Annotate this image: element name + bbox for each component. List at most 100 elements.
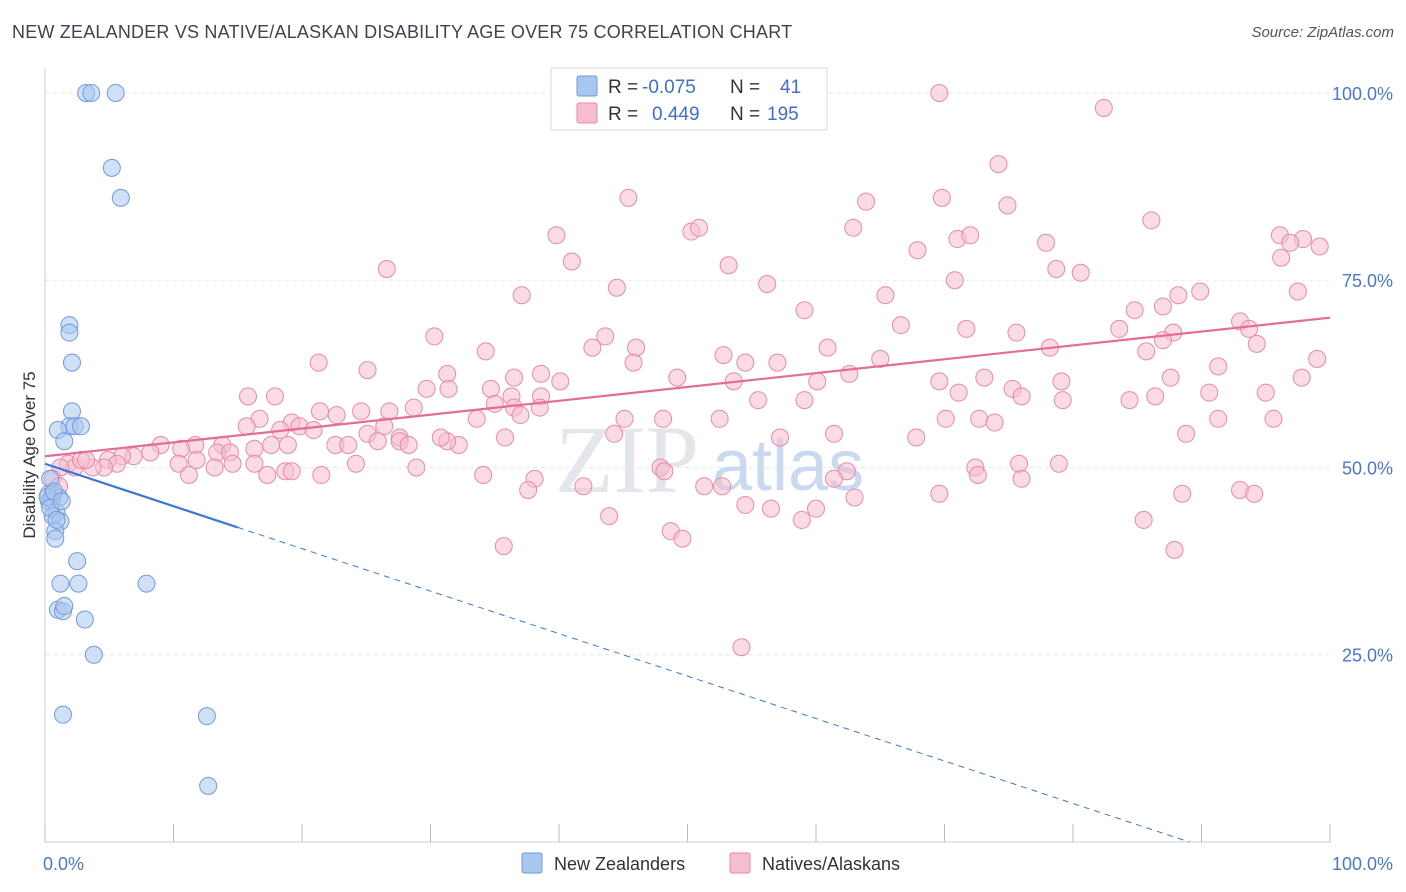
y-tick-label: 25.0% (1342, 646, 1393, 666)
point-new-zealanders (52, 492, 71, 511)
point-natives-alaskans (795, 301, 814, 320)
point-natives-alaskans (187, 451, 206, 469)
point-natives-alaskans (1165, 540, 1184, 559)
point-natives-alaskans (749, 391, 768, 410)
point-natives-alaskans (957, 319, 976, 338)
point-natives-alaskans (169, 454, 188, 473)
point-natives-alaskans (1281, 233, 1300, 252)
point-new-zealanders (68, 552, 87, 571)
point-natives-alaskans (377, 260, 396, 278)
legend-r-label: R = (608, 77, 638, 98)
tick-labels: 25.0% 50.0% 75.0% 100.0% 0.0% 100.0% (43, 84, 1393, 874)
point-natives-alaskans (547, 226, 566, 245)
point-natives-alaskans (655, 462, 674, 481)
point-natives-alaskans (627, 338, 646, 357)
point-new-zealanders (71, 417, 90, 436)
point-natives-alaskans (713, 477, 732, 496)
legend-n-label: N = (730, 104, 760, 125)
point-natives-alaskans (1049, 454, 1068, 473)
point-natives-alaskans (1137, 342, 1156, 361)
bottom-legend: New Zealanders Natives/Alaskans (521, 852, 900, 874)
point-natives-alaskans (1134, 510, 1153, 529)
point-natives-alaskans (1256, 383, 1275, 402)
point-natives-alaskans (309, 353, 328, 372)
data-points (38, 83, 1329, 795)
point-natives-alaskans (824, 424, 843, 443)
point-natives-alaskans (907, 428, 926, 447)
point-natives-alaskans (968, 465, 987, 484)
point-natives-alaskans (574, 477, 593, 496)
point-natives-alaskans (1272, 248, 1291, 267)
bottom-legend-label-natives-alaskans: Natives/Alaskans (762, 854, 900, 874)
point-natives-alaskans (808, 372, 827, 391)
trend-lines (44, 316, 1331, 843)
point-natives-alaskans (949, 383, 968, 402)
point-natives-alaskans (179, 465, 198, 484)
trend-line-new-zealanders (44, 462, 239, 529)
legend-r-value: -0.075 (642, 77, 696, 98)
point-natives-alaskans (845, 488, 864, 507)
bottom-legend-swatch-new-zealanders (521, 852, 543, 874)
point-natives-alaskans (695, 477, 714, 496)
point-natives-alaskans (619, 188, 638, 207)
point-natives-alaskans (1310, 237, 1329, 256)
point-natives-alaskans (1209, 409, 1228, 428)
point-natives-alaskans (844, 218, 863, 237)
point-natives-alaskans (262, 436, 281, 455)
point-natives-alaskans (690, 218, 709, 237)
point-natives-alaskans (1012, 469, 1031, 488)
point-natives-alaskans (239, 387, 258, 406)
chart-title: NEW ZEALANDER VS NATIVE/ALASKAN DISABILI… (12, 22, 793, 42)
point-natives-alaskans (1245, 484, 1264, 503)
point-natives-alaskans (1146, 387, 1165, 406)
point-natives-alaskans (282, 462, 301, 481)
point-natives-alaskans (654, 409, 673, 428)
point-natives-alaskans (795, 391, 814, 410)
y-axis-label: Disability Age Over 75 (20, 371, 39, 538)
point-natives-alaskans (1007, 323, 1026, 342)
point-natives-alaskans (583, 338, 602, 357)
point-natives-alaskans (380, 402, 399, 421)
point-natives-alaskans (476, 342, 495, 361)
point-natives-alaskans (1209, 357, 1228, 376)
point-natives-alaskans (930, 83, 949, 102)
point-natives-alaskans (399, 436, 418, 455)
point-new-zealanders (62, 402, 81, 421)
axes (44, 68, 1331, 843)
point-new-zealanders (199, 776, 218, 795)
point-new-zealanders (60, 323, 79, 342)
point-natives-alaskans (1161, 368, 1180, 387)
point-natives-alaskans (1071, 263, 1090, 282)
point-natives-alaskans (532, 364, 551, 383)
point-natives-alaskans (310, 402, 329, 421)
point-natives-alaskans (998, 196, 1017, 215)
point-natives-alaskans (404, 398, 423, 417)
point-natives-alaskans (930, 484, 949, 503)
legend-swatch-natives-alaskans (576, 102, 598, 124)
point-new-zealanders (75, 610, 94, 629)
point-natives-alaskans (891, 316, 910, 335)
point-natives-alaskans (1125, 301, 1144, 320)
point-natives-alaskans (876, 286, 895, 305)
point-natives-alaskans (1173, 484, 1192, 503)
point-natives-alaskans (375, 417, 394, 436)
point-natives-alaskans (237, 417, 256, 436)
point-natives-alaskans (1292, 368, 1311, 387)
point-natives-alaskans (425, 327, 444, 346)
point-natives-alaskans (975, 368, 994, 387)
point-natives-alaskans (511, 406, 530, 425)
point-natives-alaskans (407, 458, 426, 477)
point-new-zealanders (62, 353, 81, 372)
point-natives-alaskans (431, 428, 450, 447)
point-natives-alaskans (714, 346, 733, 365)
point-natives-alaskans (607, 278, 626, 297)
point-natives-alaskans (732, 638, 751, 657)
point-natives-alaskans (945, 271, 964, 290)
point-natives-alaskans (1110, 319, 1129, 338)
point-natives-alaskans (352, 402, 371, 421)
point-natives-alaskans (1288, 282, 1307, 301)
legend-swatch-new-zealanders (576, 75, 598, 97)
point-new-zealanders (69, 574, 88, 593)
point-natives-alaskans (1200, 383, 1219, 402)
